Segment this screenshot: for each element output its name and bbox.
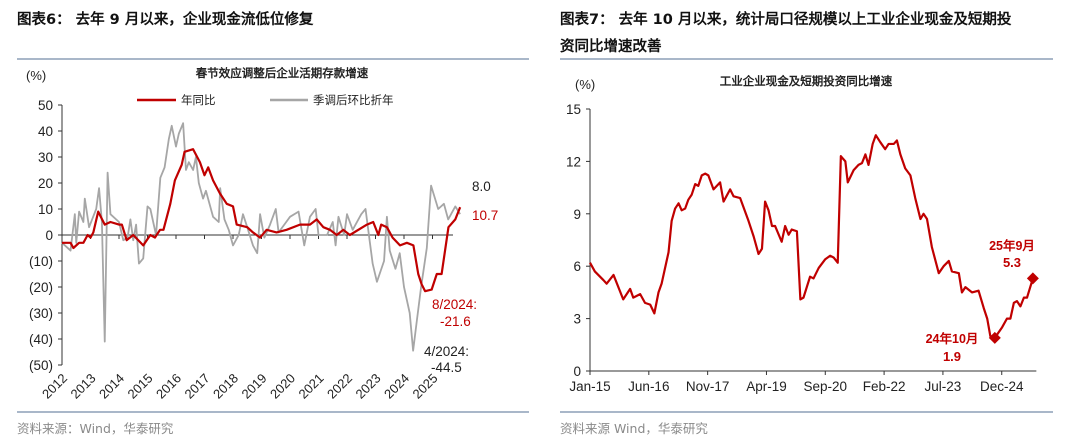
- right-x-tick-label: Dec-24: [980, 379, 1024, 394]
- right-annotation-label: 24年10月: [926, 331, 979, 346]
- right-annotation-label: 25年9月: [989, 238, 1035, 253]
- left-x-tick-label: 2020: [267, 371, 298, 402]
- left-x-tick-label: 2017: [182, 371, 213, 402]
- left-y-tick-label: (20): [29, 280, 53, 295]
- left-x-tick-label: 2012: [39, 371, 70, 402]
- right-y-tick-label: 9: [573, 207, 581, 222]
- left-x-tick-label: 2023: [353, 371, 384, 402]
- left-x-tick-label: 2014: [96, 371, 127, 402]
- left-x-tick-label: 2018: [210, 371, 241, 402]
- right-y-tick-label: 0: [573, 364, 581, 379]
- left-y-unit: (%): [26, 68, 46, 83]
- right-annotation-value: 5.3: [1003, 255, 1021, 270]
- left-y-tick-label: (10): [29, 254, 53, 269]
- right-y-tick-label: 15: [566, 102, 581, 117]
- left-annotation: -44.5: [431, 360, 462, 375]
- series-line-cash: [589, 134, 1034, 339]
- left-y-tick-label: 10: [38, 202, 53, 217]
- left-x-tick-label: 2025: [410, 371, 441, 402]
- series-line-yoy: [62, 148, 462, 293]
- left-figure-title: 图表6： 去年 9 月以来，企业现金流低位修复: [17, 12, 314, 28]
- right-x-tick-label: Feb-22: [863, 379, 906, 394]
- right-y-tick-label: 3: [573, 312, 581, 327]
- left-x-tick-label: 2019: [239, 371, 270, 402]
- left-annotation: 8.0: [472, 179, 491, 194]
- right-x-tick-label: Jun-16: [628, 379, 669, 394]
- left-y-tick-label: (40): [29, 332, 53, 347]
- right-x-tick-label: Nov-17: [686, 379, 730, 394]
- left-y-tick-label: 30: [38, 150, 53, 165]
- left-annotation: 8/2024:: [432, 297, 477, 312]
- left-x-tick-label: 2016: [153, 371, 184, 402]
- left-y-tick-label: (50): [29, 358, 53, 373]
- right-title-divider: [560, 58, 1053, 60]
- left-annotation: 4/2024:: [424, 344, 469, 359]
- right-y-tick-label: 12: [566, 154, 581, 169]
- legend-label-yoy: 年同比: [181, 93, 216, 107]
- left-x-tick-label: 2024: [381, 371, 412, 402]
- series-line-saar: [61, 122, 461, 352]
- right-y-unit: (%): [575, 77, 595, 92]
- right-figure-title-line1: 图表7： 去年 10 月以来，统计局口径规模以上工业企业现金及短期投: [560, 12, 1012, 28]
- left-y-tick-label: 0: [45, 228, 53, 243]
- right-x-tick-label: Sep-20: [804, 379, 848, 394]
- right-y-tick-label: 6: [573, 259, 581, 274]
- left-annotation: 10.7: [472, 208, 498, 223]
- right-chart-title: 工业企业现金及短期投资同比增速: [720, 74, 893, 88]
- legend-label-saar: 季调后环比折年: [313, 93, 394, 107]
- left-x-tick-label: 2022: [324, 371, 355, 402]
- right-x-tick-label: Apr-19: [746, 379, 787, 394]
- right-x-tick-label: Jul-23: [925, 379, 962, 394]
- left-x-tick-label: 2021: [296, 371, 327, 402]
- left-y-tick-label: (30): [29, 306, 53, 321]
- left-y-tick-label: 40: [38, 124, 53, 139]
- left-x-tick-label: 2013: [68, 371, 99, 402]
- left-chart-title: 春节效应调整后企业活期存款增速: [196, 66, 369, 80]
- right-annotation-value: 1.9: [943, 349, 961, 364]
- left-title-divider: [17, 58, 529, 60]
- left-x-tick-label: 2015: [125, 371, 156, 402]
- right-x-tick-label: Jan-15: [569, 379, 610, 394]
- right-figure-title-line2: 资同比增速改善: [560, 39, 662, 55]
- left-y-tick-label: 20: [38, 176, 53, 191]
- left-y-tick-label: 50: [38, 98, 53, 113]
- left-source-note: 资料来源：Wind，华泰研究: [17, 421, 174, 436]
- left-annotation: -21.6: [440, 314, 471, 329]
- data-point-marker: [1026, 272, 1039, 285]
- left-source-divider: [17, 411, 529, 413]
- right-source-divider: [560, 411, 1053, 413]
- right-source-note: 资料来源 Wind，华泰研究: [560, 421, 708, 436]
- data-point-marker: [988, 331, 1001, 344]
